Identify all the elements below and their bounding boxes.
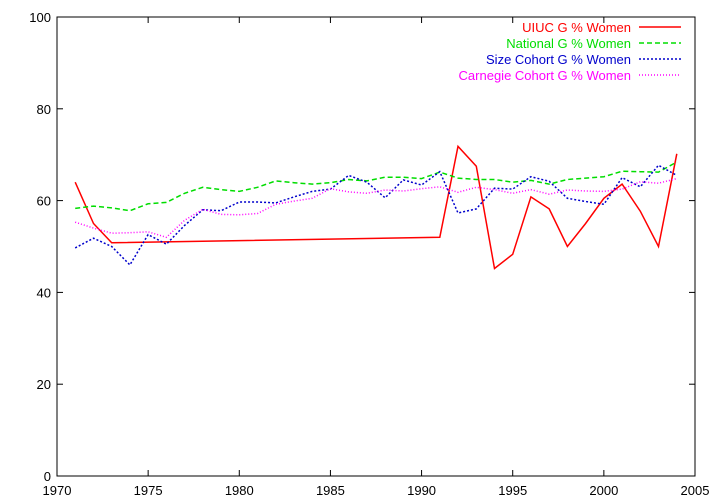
legend-label: UIUC G % Women [522,20,631,35]
axis-ticks: 1970 1975 1980 1985 1990 1995 2000 2005 0 20 40 60 8… [29,10,709,498]
x-tick-label: 1975 [134,483,163,498]
legend-label: Carnegie Cohort G % Women [459,68,631,83]
y-tick-label: 20 [37,377,51,392]
x-tick-label: 2005 [681,483,710,498]
y-tick-label: 40 [37,285,51,300]
plot-frame [56,16,696,477]
y-tick-label: 0 [44,469,51,484]
series-line-2 [75,161,678,212]
series-line-4 [74,177,677,239]
x-tick-label: 1980 [225,483,254,498]
legend-label: National G % Women [506,36,631,51]
x-tick-label: 1990 [407,483,436,498]
series-lines [74,144,678,270]
y-tick-label: 60 [37,194,51,209]
x-tick-label: 2000 [589,483,618,498]
y-tick-label: 100 [29,10,51,25]
series-line-3 [74,164,678,267]
x-tick-label: 1995 [498,483,527,498]
y-tick-label: 80 [37,102,51,117]
legend-label: Size Cohort G % Women [486,52,631,67]
x-tick-label: 1970 [43,483,72,498]
series-line-1 [74,144,678,270]
x-tick-label: 1985 [316,483,345,498]
